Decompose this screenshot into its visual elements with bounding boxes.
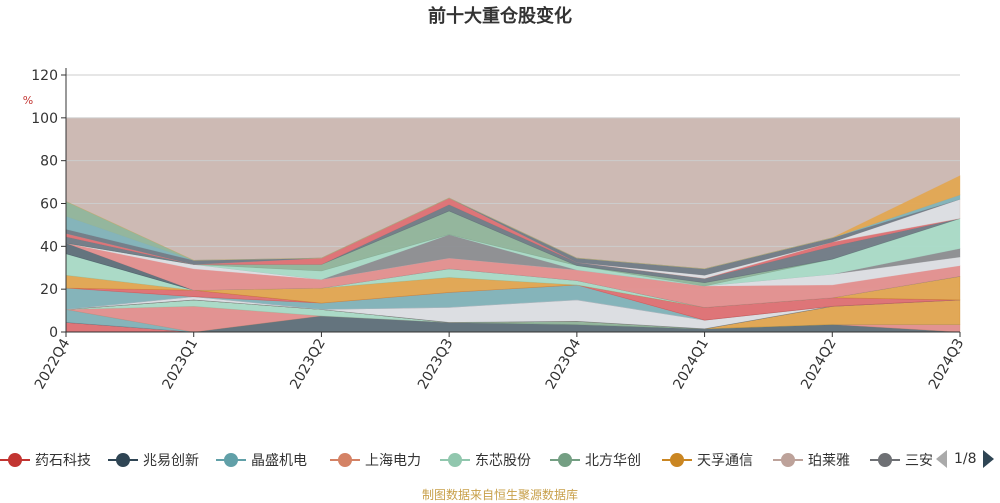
x-tick-label: 2024Q1 [670, 336, 712, 392]
legend-item[interactable]: 兆易创新 [108, 450, 199, 470]
y-tick-label: 80 [40, 154, 58, 170]
legend-label: 东芯股份 [475, 453, 531, 469]
area-series [65, 175, 961, 333]
y-axis-label: % [23, 94, 33, 107]
legend-item[interactable]: 珀莱雅 [773, 450, 850, 470]
legend-label: 晶盛机电 [251, 453, 307, 469]
legend-item[interactable]: 上海电力 [330, 450, 421, 470]
y-tick-label: 20 [40, 282, 58, 298]
legend-label: 珀莱雅 [808, 453, 850, 469]
x-tick-label: 2024Q2 [798, 336, 840, 392]
legend-page-indicator: 1/8 [954, 451, 977, 467]
legend-next-page-icon[interactable] [982, 450, 994, 468]
legend-marker-icon [773, 452, 803, 468]
y-tick-label: 120 [31, 68, 58, 84]
legend-label: 上海电力 [365, 453, 421, 469]
legend-label: 药石科技 [35, 453, 91, 469]
legend-marker-icon [108, 452, 138, 468]
y-tick-label: 100 [31, 111, 58, 127]
legend-item[interactable]: 药石科技 [0, 450, 91, 470]
legend-prev-page-icon[interactable] [936, 450, 947, 468]
legend-marker-icon [330, 452, 360, 468]
legend-marker-icon [870, 452, 900, 468]
x-tick-label: 2023Q1 [160, 336, 202, 392]
legend-item[interactable]: 天孚通信 [662, 450, 753, 470]
y-tick-label: 60 [40, 197, 58, 213]
y-tick-label: 0 [49, 325, 58, 341]
legend-pager: 1/8 [932, 446, 1000, 472]
legend-marker-icon [550, 452, 580, 468]
legend-label: 天孚通信 [697, 453, 753, 469]
legend-item[interactable]: 北方华创 [550, 450, 641, 470]
legend-marker-icon [0, 452, 30, 468]
legend-marker-icon [440, 452, 470, 468]
x-tick-label: 2023Q2 [287, 336, 329, 392]
legend-label: 北方华创 [585, 453, 641, 469]
x-tick-label: 2023Q4 [543, 336, 585, 392]
y-tick-label: 40 [40, 239, 58, 255]
legend-item[interactable]: 东芯股份 [440, 450, 531, 470]
legend-label: 兆易创新 [143, 453, 199, 469]
x-tick-label: 2024Q3 [926, 336, 968, 392]
x-tick-label: 2022Q4 [32, 336, 74, 392]
x-tick-label: 2023Q3 [415, 336, 457, 392]
legend-marker-icon [216, 452, 246, 468]
chart-title: 前十大重仓股变化 [428, 5, 572, 27]
legend-item[interactable]: 晶盛机电 [216, 450, 307, 470]
area-其他18 [65, 175, 961, 270]
legend: 药石科技兆易创新晶盛机电上海电力东芯股份北方华创天孚通信珀莱雅三安光电 [0, 446, 1000, 472]
legend-marker-icon [662, 452, 692, 468]
source-footer: 制图数据来自恒生聚源数据库 [421, 488, 578, 502]
